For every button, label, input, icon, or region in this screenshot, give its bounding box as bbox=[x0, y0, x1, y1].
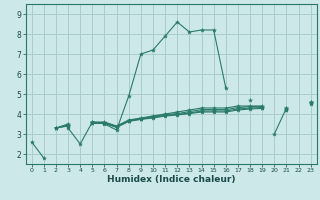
X-axis label: Humidex (Indice chaleur): Humidex (Indice chaleur) bbox=[107, 175, 236, 184]
